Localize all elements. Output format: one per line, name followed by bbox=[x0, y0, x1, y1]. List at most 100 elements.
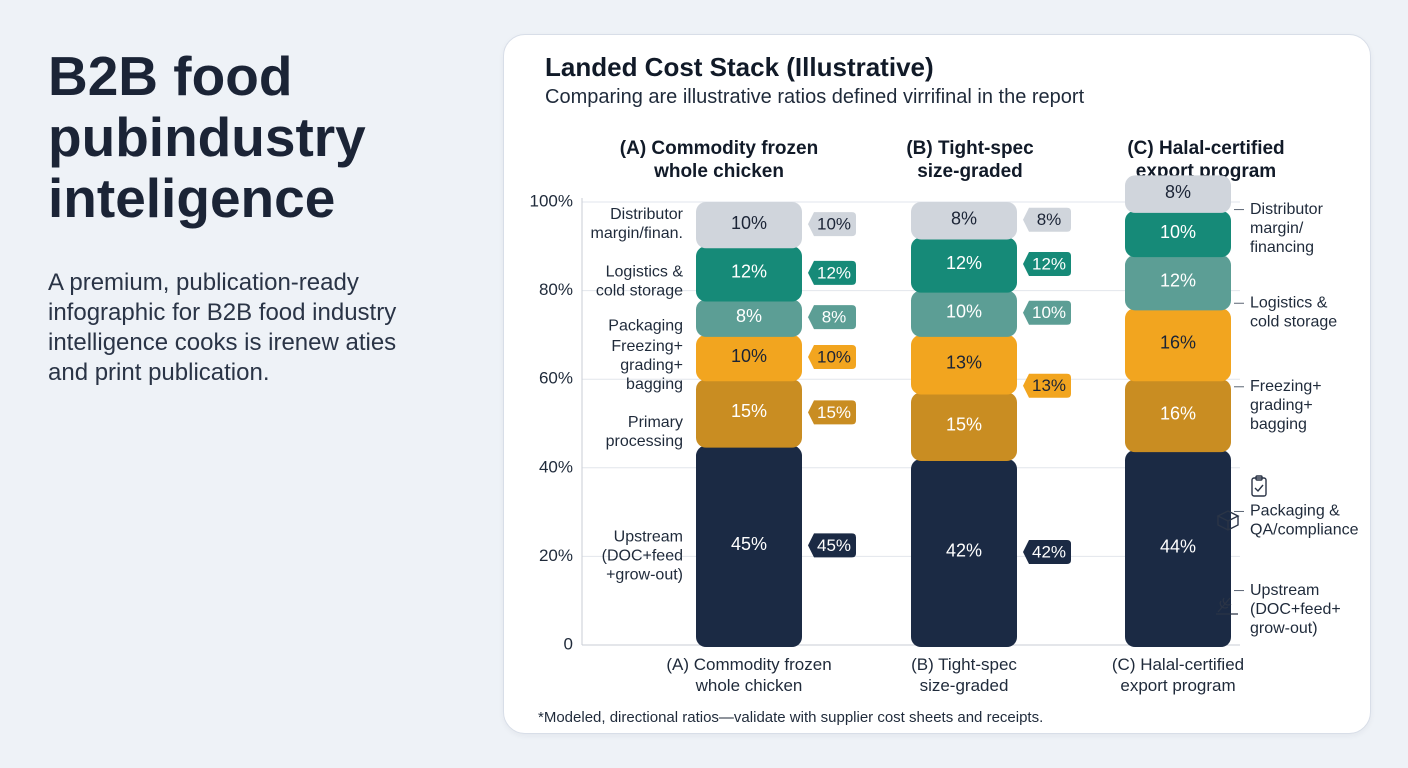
segment-label-left: cold storage bbox=[596, 282, 683, 299]
clipboard-icon bbox=[1251, 475, 1267, 497]
x-tick-label: export program bbox=[1120, 676, 1235, 695]
callout-label: 45% bbox=[817, 536, 851, 555]
callout-label: 8% bbox=[822, 308, 847, 327]
bar-value-label: 8% bbox=[736, 306, 762, 326]
callout-label: 10% bbox=[1032, 303, 1066, 322]
box-icon bbox=[1216, 510, 1240, 531]
segment-label-left: Distributor bbox=[610, 206, 684, 223]
bar-segment bbox=[911, 202, 1017, 240]
x-tick-label: (B) Tight-spec bbox=[911, 655, 1017, 674]
x-tick-label: (C) Halal-certified bbox=[1112, 655, 1244, 674]
segment-label-right: (DOC+feed+ bbox=[1250, 601, 1341, 618]
bar-value-label: 12% bbox=[1160, 270, 1196, 290]
segment-label-left: (DOC+feed bbox=[602, 548, 683, 565]
bar-value-label: 16% bbox=[1160, 333, 1196, 353]
bar-segment bbox=[911, 458, 1017, 647]
segment-label-right: cold storage bbox=[1250, 313, 1337, 330]
x-tick-label: whole chicken bbox=[695, 676, 803, 695]
wheat-icon bbox=[1216, 597, 1238, 615]
bar-segment bbox=[911, 392, 1017, 461]
category-header: (A) Commodity frozen bbox=[620, 138, 818, 159]
callout-label: 10% bbox=[817, 348, 851, 367]
bar-value-label: 8% bbox=[1165, 182, 1191, 202]
page-description: A premium, publication-ready infographic … bbox=[48, 268, 438, 388]
bar-value-label: 10% bbox=[1160, 222, 1196, 242]
y-tick-label: 80% bbox=[539, 280, 573, 299]
segment-label-right: margin/ bbox=[1250, 220, 1304, 237]
callout-tag bbox=[1023, 207, 1071, 232]
x-tick-label: size-graded bbox=[920, 676, 1009, 695]
segment-label-right: grading+ bbox=[1250, 397, 1313, 414]
headline-line: pubindustry bbox=[48, 106, 366, 168]
category-header: whole chicken bbox=[653, 161, 784, 182]
y-tick-label: 100% bbox=[530, 191, 573, 210]
chart-title: Landed Cost Stack (Illustrative) bbox=[545, 52, 934, 82]
y-tick-label: 60% bbox=[539, 369, 573, 388]
segment-label-right: Logistics & bbox=[1250, 294, 1328, 311]
bar-segment bbox=[696, 246, 802, 302]
category-header: (C) Halal-certified bbox=[1127, 138, 1284, 159]
segment-label-right: Freezing+ bbox=[1250, 378, 1322, 395]
bar-value-label: 15% bbox=[946, 414, 982, 434]
page-headline: B2B food pubindustry inteligence bbox=[48, 46, 468, 229]
callout-label: 15% bbox=[817, 403, 851, 422]
segment-label-left: Packaging bbox=[608, 317, 683, 334]
callout-tag bbox=[808, 533, 856, 558]
callout-tag bbox=[808, 345, 856, 370]
callout-tag bbox=[1023, 373, 1071, 398]
bar-segment bbox=[1125, 210, 1231, 258]
bar-segment bbox=[696, 299, 802, 337]
segment-label-left: margin/finan. bbox=[591, 225, 684, 242]
bar-segment bbox=[1125, 379, 1231, 453]
bar-value-label: 13% bbox=[946, 352, 982, 372]
callout-label: 12% bbox=[1032, 255, 1066, 274]
y-tick-label: 0 bbox=[564, 634, 573, 653]
bar-value-label: 10% bbox=[946, 302, 982, 322]
bar-segment bbox=[1125, 308, 1231, 382]
bar-value-label: 44% bbox=[1160, 536, 1196, 556]
chart-footnote: *Modeled, directional ratios—validate wi… bbox=[538, 709, 1044, 726]
bar-segment bbox=[911, 290, 1017, 337]
callout-label: 42% bbox=[1032, 542, 1066, 561]
bar-segment bbox=[696, 202, 802, 249]
segment-label-left: bagging bbox=[626, 376, 683, 393]
category-header: (B) Tight-spec bbox=[906, 138, 1034, 159]
description-line: intelligence cooks is irenew aties bbox=[48, 329, 397, 356]
bar-segment bbox=[1125, 175, 1231, 213]
description-line: infographic for B2B food industry bbox=[48, 299, 397, 326]
bar-value-label: 15% bbox=[731, 401, 767, 421]
segment-label-left: grading+ bbox=[620, 357, 683, 374]
segment-label-right: Distributor bbox=[1250, 201, 1324, 218]
bar-segment bbox=[911, 237, 1017, 293]
x-tick-label: (A) Commodity frozen bbox=[666, 655, 831, 674]
segment-label-right: Packaging & bbox=[1250, 503, 1340, 520]
bar-segment bbox=[911, 334, 1017, 395]
callout-tag bbox=[1023, 539, 1071, 564]
chart-subtitle: Comparing are illustrative ratios define… bbox=[545, 86, 1085, 108]
callout-label: 8% bbox=[1037, 210, 1062, 229]
bar-segment bbox=[1125, 450, 1231, 647]
callout-tag bbox=[1023, 300, 1071, 325]
bar-value-label: 10% bbox=[731, 213, 767, 233]
description-line: A premium, publication-ready bbox=[48, 269, 359, 296]
bar-value-label: 12% bbox=[946, 253, 982, 273]
description-line: and print publication. bbox=[48, 359, 270, 386]
headline-line: inteligence bbox=[48, 167, 336, 229]
callout-tag bbox=[808, 305, 856, 330]
callout-tag bbox=[808, 260, 856, 285]
bar-segment bbox=[1125, 255, 1231, 311]
bar-value-label: 10% bbox=[731, 346, 767, 366]
bar-value-label: 16% bbox=[1160, 403, 1196, 423]
y-tick-label: 40% bbox=[539, 457, 573, 476]
bar-segment bbox=[696, 379, 802, 448]
segment-label-right: Upstream bbox=[1250, 582, 1319, 599]
segment-label-right: bagging bbox=[1250, 416, 1307, 433]
segment-label-right: QA/compliance bbox=[1250, 522, 1359, 539]
callout-label: 10% bbox=[817, 215, 851, 234]
segment-label-left: +grow-out) bbox=[606, 567, 683, 584]
bar-segment bbox=[696, 445, 802, 647]
headline-line: B2B food bbox=[48, 45, 293, 107]
bar-segment bbox=[696, 334, 802, 382]
bar-value-label: 12% bbox=[731, 262, 767, 282]
